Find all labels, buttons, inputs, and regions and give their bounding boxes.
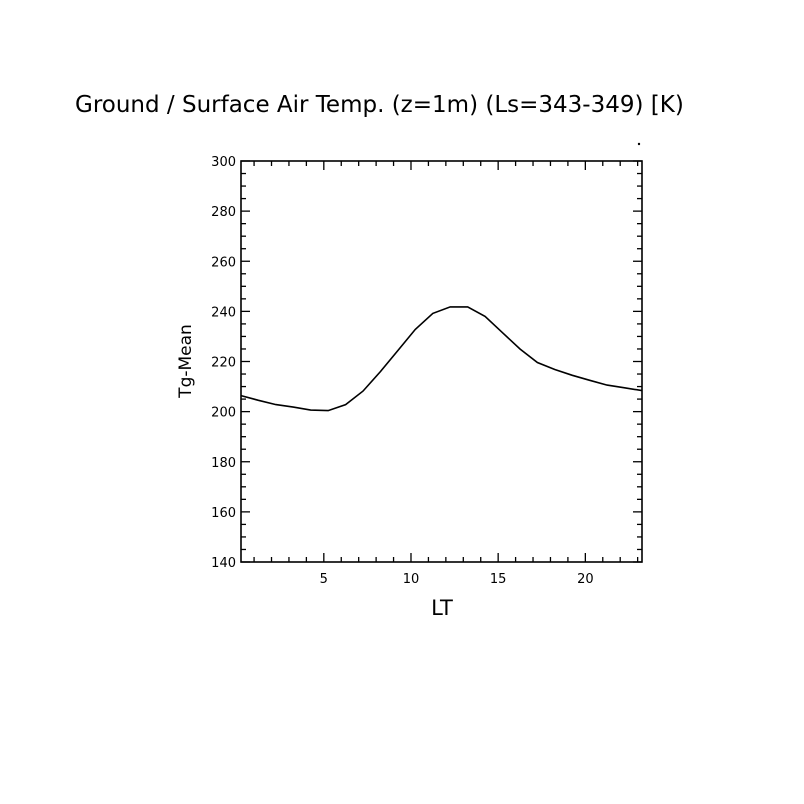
axes: 5 10 15 20 140 160 180 200 220 240 260 280 300	[211, 155, 642, 587]
y-axis-label: Tg-Mean	[176, 324, 196, 399]
y-tick-label: 140	[211, 556, 236, 571]
plot-frame	[240, 160, 643, 563]
y-tick-label: 220	[211, 356, 236, 371]
series-line	[240, 306, 643, 412]
x-axis-label: LT	[431, 596, 453, 620]
y-tick-label: 260	[211, 255, 236, 270]
y-tick-label: 180	[211, 456, 236, 471]
y-tick-label: 240	[211, 305, 236, 320]
y-tick-label: 160	[211, 506, 236, 521]
x-tick-label: 15	[490, 572, 507, 587]
chart-title: Ground / Surface Air Temp. (z=1m) (Ls=34…	[75, 92, 684, 118]
y-tick-label: 200	[211, 406, 236, 421]
y-tick-label: 280	[211, 205, 236, 220]
x-tick-label: 20	[577, 572, 594, 587]
stray-dot	[637, 142, 641, 146]
x-tick-label: 5	[320, 572, 328, 587]
y-tick-label: 300	[211, 155, 236, 170]
x-tick-label: 10	[403, 572, 420, 587]
